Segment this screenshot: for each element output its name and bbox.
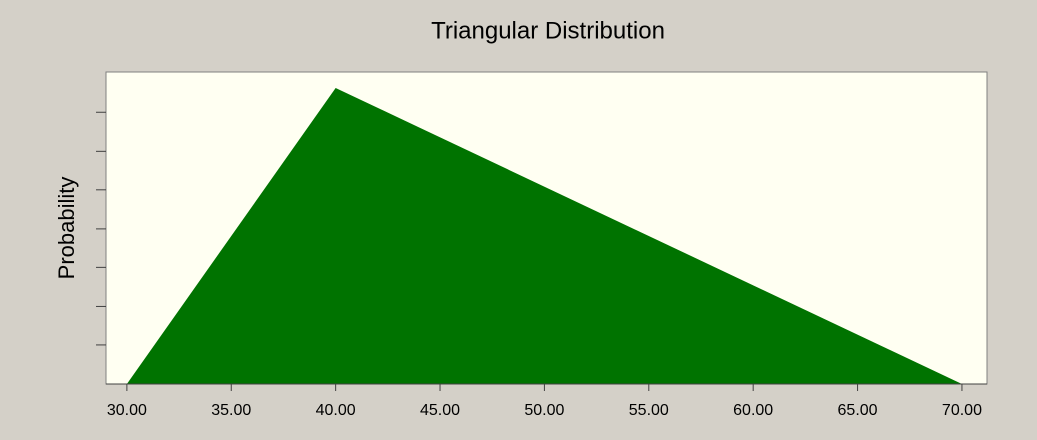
- x-tick-label: 60.00: [733, 402, 773, 419]
- y-axis-label: Probability: [54, 177, 79, 280]
- x-tick-label: 40.00: [316, 402, 356, 419]
- x-tick-label: 55.00: [629, 402, 669, 419]
- area: [126, 87, 962, 385]
- x-tick-label: 35.00: [211, 402, 251, 419]
- chart-title: Triangular Distribution: [431, 17, 665, 44]
- x-tick-label: 30.00: [107, 402, 147, 419]
- x-tick-label: 70.00: [942, 402, 982, 419]
- x-tick-label: 65.00: [838, 402, 878, 419]
- x-tick-label: 50.00: [524, 402, 564, 419]
- x-tick-label: 45.00: [420, 402, 460, 419]
